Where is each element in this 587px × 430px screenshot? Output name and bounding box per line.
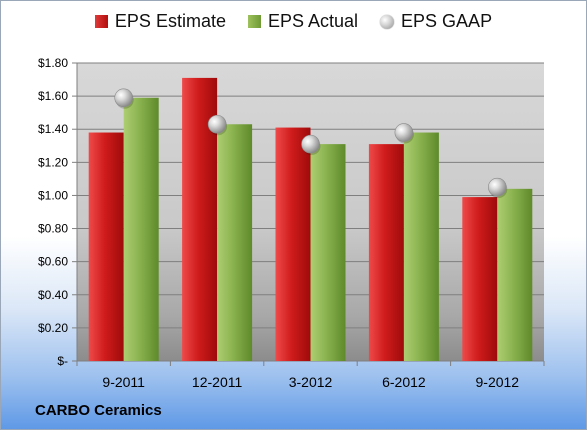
bar-eps-estimate xyxy=(368,144,404,361)
bar-eps-actual xyxy=(310,144,346,361)
y-tick-label: $1.80 xyxy=(38,56,68,70)
legend-label-eps-actual: EPS Actual xyxy=(267,11,359,31)
bar-eps-estimate xyxy=(88,132,124,361)
legend-item-eps-actual: EPS Actual xyxy=(247,11,359,32)
y-tick-label: $0.20 xyxy=(38,321,68,335)
x-category-label: 9-2012 xyxy=(476,374,520,390)
marker-eps-gaap xyxy=(394,123,414,142)
marker-eps-gaap xyxy=(301,134,320,154)
y-tick-label: $1.00 xyxy=(38,188,68,202)
marker-eps-gaap xyxy=(487,177,507,197)
x-category-label: 12-2011 xyxy=(192,374,243,390)
y-tick-label: $- xyxy=(57,354,68,368)
legend: EPS Estimate EPS Actual EPS GAAP xyxy=(1,11,586,32)
y-tick-label: $0.80 xyxy=(38,222,68,236)
legend-swatch-eps-estimate xyxy=(94,15,108,28)
company-name: CARBO Ceramics xyxy=(35,402,162,419)
y-tick-label: $1.20 xyxy=(38,155,68,169)
legend-item-eps-estimate: EPS Estimate xyxy=(94,11,226,32)
y-tick-label: $0.40 xyxy=(38,288,68,302)
legend-swatch-eps-gaap xyxy=(380,14,395,29)
marker-eps-gaap xyxy=(207,114,227,134)
bar-eps-actual xyxy=(123,97,159,362)
legend-label-eps-estimate: EPS Estimate xyxy=(114,11,226,31)
y-tick-label: $0.60 xyxy=(38,255,68,269)
x-category-label: 6-2012 xyxy=(382,374,426,390)
bar-eps-estimate xyxy=(462,197,498,361)
bar-eps-actual xyxy=(403,132,439,361)
legend-swatch-eps-actual xyxy=(247,15,261,28)
bar-eps-actual xyxy=(217,124,253,361)
legend-label-eps-gaap: EPS GAAP xyxy=(401,11,493,31)
y-tick-label: $1.60 xyxy=(38,89,68,103)
bar-eps-actual xyxy=(497,188,533,361)
x-category-label: 3-2012 xyxy=(289,374,333,390)
marker-eps-gaap xyxy=(114,88,133,108)
bar-eps-estimate xyxy=(275,127,311,361)
y-tick-label: $1.40 xyxy=(38,122,68,136)
x-category-label: 9-2011 xyxy=(102,374,145,390)
legend-item-eps-gaap: EPS GAAP xyxy=(380,11,492,32)
